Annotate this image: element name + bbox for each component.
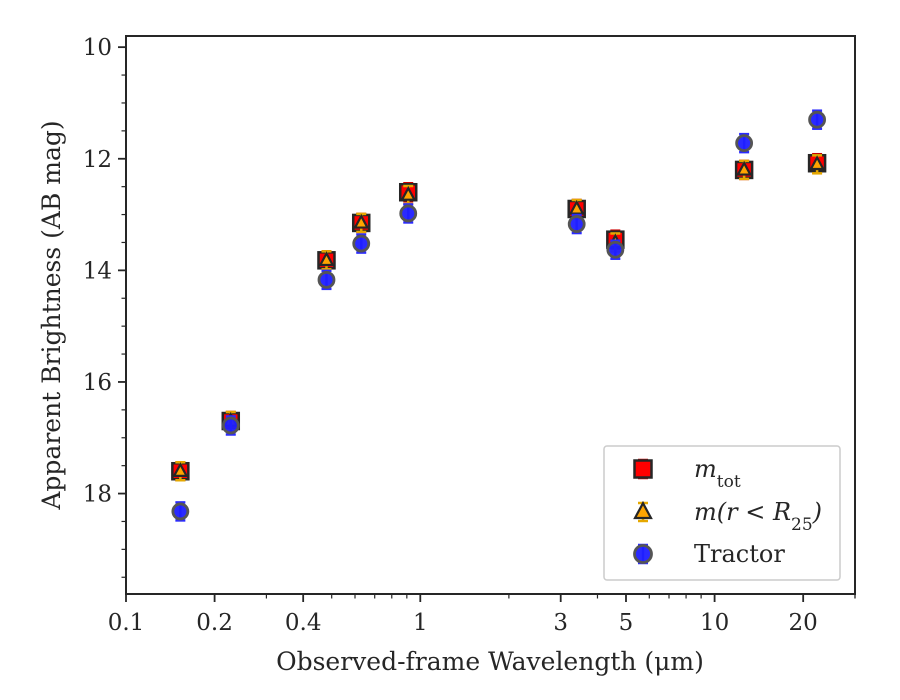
- legend-swatch-circle: [633, 543, 653, 565]
- circle-marker: [171, 502, 190, 521]
- triangle-marker: [318, 251, 335, 267]
- triangle-marker: [809, 155, 826, 171]
- y-tick-label: 18: [83, 482, 112, 508]
- circle-point: [606, 239, 625, 260]
- triangle-point: [568, 198, 585, 220]
- legend-label: mtot: [694, 455, 741, 492]
- triangle-marker: [736, 160, 753, 176]
- circle-point: [735, 132, 754, 154]
- triangle-marker: [400, 185, 417, 201]
- legend-label: Tractor: [694, 540, 785, 568]
- data-markers: [171, 109, 827, 522]
- x-tick-label: 3: [553, 610, 568, 636]
- square-marker: [633, 459, 653, 479]
- circle-marker: [633, 544, 653, 564]
- legend-entry: m(r < R25): [633, 498, 822, 535]
- triangle-marker: [633, 500, 653, 520]
- y-axis-ticks: 10 12 14 16 18: [83, 35, 126, 578]
- legend-label: m(r < R25): [694, 498, 822, 535]
- legend-entry: mtot: [633, 455, 741, 492]
- y-tick-label: 14: [83, 258, 112, 284]
- circle-point: [352, 233, 371, 254]
- x-tick-label: 10: [700, 610, 729, 636]
- x-tick-label: 0.4: [285, 610, 322, 636]
- y-tick-label: 10: [83, 35, 112, 61]
- legend-entry: Tractor: [633, 540, 785, 568]
- circle-marker: [567, 215, 586, 233]
- x-tick-label: 1: [413, 610, 428, 636]
- circle-marker: [606, 240, 625, 259]
- circle-marker: [808, 110, 826, 129]
- legend-swatch-triangle: [633, 500, 653, 523]
- legend-swatch-square: [633, 458, 653, 480]
- circle-point: [317, 269, 336, 291]
- triangle-point: [353, 212, 370, 234]
- y-axis-label: Apparent Brightness (AB mag): [37, 120, 66, 510]
- circle-marker: [317, 270, 336, 289]
- circle-point: [399, 203, 418, 224]
- triangle-point: [736, 159, 753, 181]
- x-tick-label: 20: [789, 610, 818, 636]
- x-tick-label: 0.2: [196, 610, 233, 636]
- x-tick-label: 0.1: [108, 610, 145, 636]
- y-tick-label: 12: [83, 147, 112, 173]
- circle-point: [567, 213, 586, 235]
- circle-marker: [352, 234, 371, 253]
- y-tick-label: 16: [83, 370, 112, 396]
- x-tick-label: 5: [619, 610, 634, 636]
- triangle-point: [318, 250, 335, 271]
- triangle-marker: [172, 462, 189, 477]
- triangle-marker: [353, 213, 370, 229]
- circle-marker: [735, 134, 754, 153]
- triangle-marker: [568, 199, 585, 215]
- circle-marker: [399, 204, 418, 223]
- legend: mtot m(r < R25) Tractor: [603, 445, 841, 581]
- circle-point: [171, 501, 190, 522]
- x-axis-label: Observed-frame Wavelength (μm): [276, 647, 704, 676]
- circle-marker: [221, 416, 240, 435]
- triangle-point: [809, 154, 826, 175]
- circle-point: [808, 109, 826, 130]
- legend-box: [603, 445, 841, 581]
- circle-point: [221, 415, 240, 436]
- x-axis-ticks: 0.1 0.2 0.4 1 3 5 10 20: [108, 594, 856, 636]
- triangle-point: [172, 460, 189, 482]
